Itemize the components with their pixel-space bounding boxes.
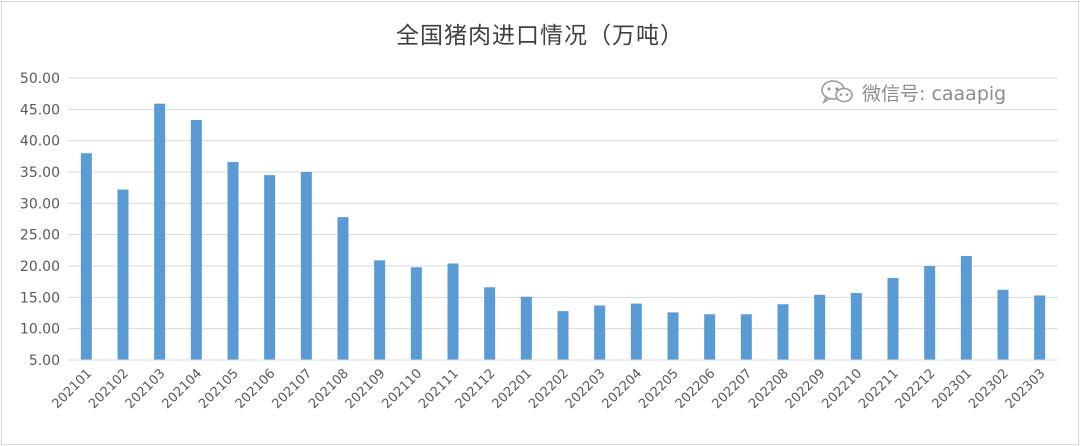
x-tick-label: 202209 [783, 366, 829, 412]
x-tick-label: 202105 [196, 366, 242, 412]
bar [814, 294, 826, 360]
bar [117, 189, 129, 360]
x-tick-label: 202301 [929, 366, 975, 412]
x-tick-label: 202108 [306, 366, 352, 412]
y-tick-label: 35.00 [20, 165, 60, 181]
x-tick-label: 202303 [1003, 366, 1049, 412]
x-tick-label: 202206 [673, 366, 719, 412]
x-tick-label: 202103 [123, 366, 169, 412]
wechat-icon [821, 80, 853, 105]
bar [190, 119, 202, 360]
bar [227, 161, 239, 360]
bar [740, 314, 752, 360]
y-tick-label: 45.00 [20, 102, 60, 118]
x-tick-label: 202302 [966, 366, 1012, 412]
bar [887, 277, 899, 360]
bar [410, 267, 422, 360]
x-tick-label: 202201 [489, 366, 535, 412]
bar [777, 304, 789, 360]
y-tick-label: 25.00 [20, 228, 60, 244]
x-tick-label: 202203 [563, 366, 609, 412]
y-tick-label: 20.00 [20, 259, 60, 275]
bar [997, 289, 1009, 360]
x-tick-label: 202101 [49, 366, 95, 412]
y-tick-label: 10.00 [20, 322, 60, 338]
bar [1034, 295, 1046, 360]
y-tick-label: 5.00 [29, 353, 60, 369]
y-tick-label: 40.00 [20, 134, 60, 150]
y-tick-label: 50.00 [20, 71, 60, 87]
bar [264, 175, 276, 360]
x-tick-label: 202202 [526, 366, 572, 412]
watermark: 微信号: caaapig [820, 78, 1006, 106]
bar [337, 217, 349, 360]
chart-title: 全国猪肉进口情况（万吨） [396, 23, 684, 49]
x-tick-label: 202212 [893, 366, 939, 412]
bar [594, 305, 606, 360]
bar [374, 260, 386, 360]
x-tick-label: 202106 [233, 366, 279, 412]
bar [704, 314, 716, 360]
x-tick-label: 202210 [819, 366, 865, 412]
x-tick-label: 202205 [636, 366, 682, 412]
x-tick-label: 202102 [86, 366, 132, 412]
bar [484, 287, 496, 360]
bar [557, 311, 569, 360]
bar [154, 103, 166, 361]
x-tick-label: 202112 [453, 366, 499, 412]
bar [667, 312, 679, 360]
x-tick-label: 202104 [159, 366, 205, 412]
bar [630, 303, 642, 360]
x-tick-label: 202109 [343, 366, 389, 412]
bar [520, 296, 532, 360]
y-tick-label: 30.00 [20, 196, 60, 212]
x-tick-label: 202208 [746, 366, 792, 412]
x-tick-label: 202111 [416, 366, 462, 412]
bar [80, 153, 92, 360]
bar [300, 172, 312, 360]
bar [850, 292, 862, 360]
bar [960, 255, 972, 360]
x-tick-label: 202211 [856, 366, 902, 412]
watermark-text: 微信号: caaapig [862, 82, 1007, 105]
x-tick-label: 202110 [379, 366, 425, 412]
x-tick-label: 202204 [599, 366, 645, 412]
x-tick-label: 202107 [269, 366, 315, 412]
bar [924, 266, 936, 360]
x-tick-label: 202207 [709, 366, 755, 412]
y-tick-label: 15.00 [20, 290, 60, 306]
bar [447, 263, 459, 360]
